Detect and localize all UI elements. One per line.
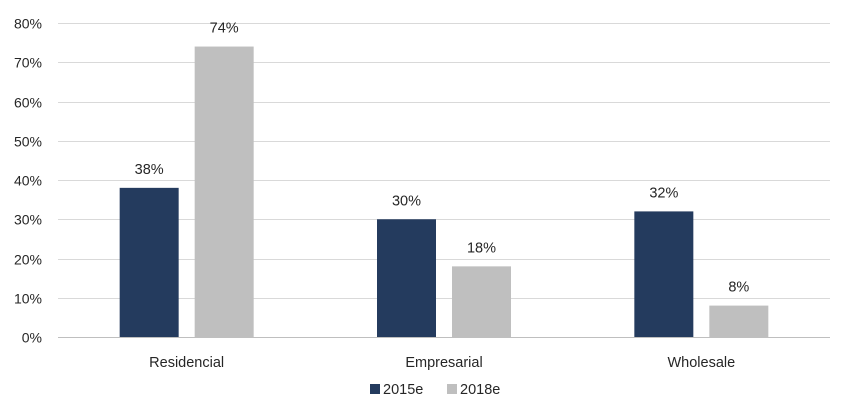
y-axis-tick-labels: 0% 10% 20% 30% 40% 50% 60% 70% 80%: [14, 16, 42, 346]
x-category-label: Residencial: [149, 355, 224, 371]
y-tick-label: 50%: [14, 134, 42, 150]
data-label: 18%: [467, 240, 496, 256]
y-tick-label: 30%: [14, 212, 42, 228]
gridlines: [58, 23, 830, 299]
y-tick-label: 0%: [22, 330, 42, 346]
data-label: 74%: [210, 21, 239, 37]
bar: [119, 187, 179, 337]
data-label: 30%: [392, 193, 421, 209]
bar: [709, 305, 769, 337]
legend-label: 2018e: [460, 382, 500, 398]
data-labels: 38% 74% 30% 18% 32% 8%: [135, 21, 750, 296]
y-tick-label: 20%: [14, 252, 42, 268]
data-label: 32%: [649, 185, 678, 201]
bar: [194, 46, 254, 338]
data-label: 8%: [728, 280, 749, 296]
bars: [119, 46, 769, 338]
legend-swatch: [370, 384, 380, 394]
bar: [452, 266, 511, 337]
x-axis-category-labels: Residencial Empresarial Wholesale: [149, 355, 735, 371]
legend-swatch: [447, 384, 457, 394]
x-category-label: Empresarial: [405, 355, 482, 371]
y-tick-label: 10%: [14, 291, 42, 307]
y-tick-label: 60%: [14, 95, 42, 111]
bar: [377, 219, 436, 337]
y-tick-label: 40%: [14, 173, 42, 189]
data-label: 38%: [135, 162, 164, 178]
legend: 2015e 2018e: [370, 382, 500, 398]
x-category-label: Wholesale: [667, 355, 735, 371]
y-tick-label: 80%: [14, 16, 42, 32]
bar: [634, 211, 694, 337]
y-tick-label: 70%: [14, 55, 42, 71]
legend-label: 2015e: [383, 382, 423, 398]
